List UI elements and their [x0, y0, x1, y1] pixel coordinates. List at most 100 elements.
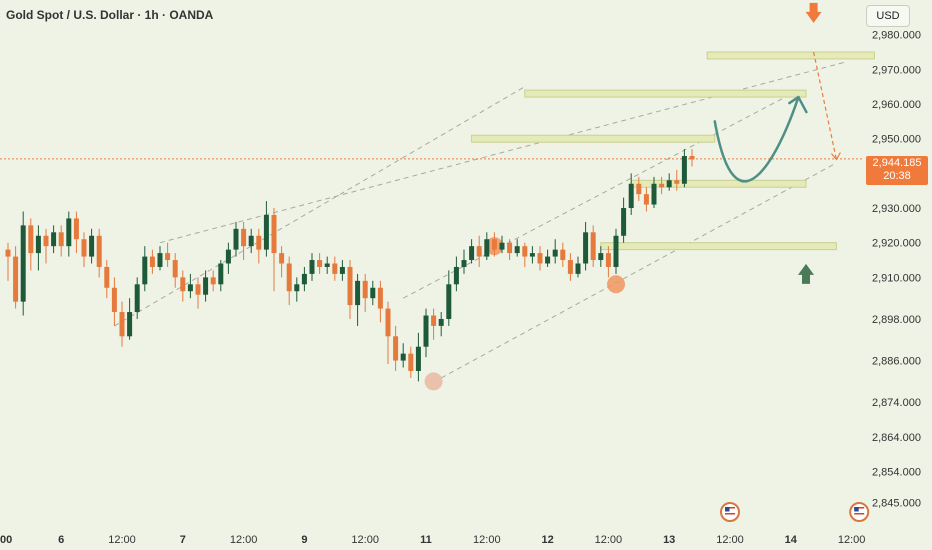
bear-candle — [149, 249, 155, 274]
bear-candle — [286, 256, 292, 306]
bear-candle — [43, 228, 49, 264]
bear-candle — [13, 246, 19, 309]
bull-candle — [545, 249, 551, 267]
candle-body — [469, 246, 475, 261]
time-tick-label: 7 — [180, 534, 186, 546]
bull-candle — [263, 201, 269, 257]
candle-body — [233, 228, 239, 250]
bull-candle — [415, 332, 421, 382]
bear-candle — [476, 235, 482, 267]
bear-candle — [279, 246, 285, 278]
bear-candle — [362, 273, 368, 313]
drawing-layer — [0, 51, 875, 391]
candle-body — [567, 260, 573, 274]
bull-candle — [400, 343, 406, 368]
candle-body — [28, 225, 34, 254]
symbol-title: Gold Spot / U.S. Dollar · 1h · OANDA — [6, 8, 214, 22]
flag-stripe — [725, 513, 735, 515]
candle-body — [13, 256, 19, 302]
time-axis[interactable]: 00 6 12:00 7 12:00 9 12:00 11 12:00 12 12:00 13 12:0… — [0, 534, 865, 546]
candle-body — [446, 284, 452, 319]
candle-body — [438, 318, 444, 326]
bear-candle — [73, 211, 79, 254]
bull-candle — [301, 266, 307, 292]
time-tick-label: 12:00 — [230, 534, 258, 546]
bear-candle — [119, 301, 125, 347]
candle-body — [583, 232, 589, 264]
price-tick-label: 2,898.000 — [872, 314, 921, 326]
candle-body — [301, 273, 307, 285]
bear-candle — [165, 242, 171, 267]
bear-candle — [507, 239, 513, 261]
candle-body — [408, 353, 414, 371]
currency-button[interactable]: USD — [866, 5, 910, 27]
price-tick-label: 2,920.000 — [872, 238, 921, 250]
candle-body — [575, 263, 581, 274]
bull-candle — [469, 239, 475, 264]
projection-curve — [713, 95, 800, 183]
bull-candle — [484, 232, 490, 261]
channel-line — [402, 89, 799, 299]
flag-canton — [725, 507, 730, 512]
price-tick-label: 2,970.000 — [872, 64, 921, 76]
overlay-annotations — [713, 2, 870, 522]
bull-candle — [499, 235, 505, 254]
us-flag-icon[interactable] — [720, 502, 740, 522]
candle-body — [210, 277, 216, 285]
candle-body — [195, 284, 201, 295]
candle-body — [628, 183, 634, 209]
bull-candle — [35, 225, 41, 271]
candle-body — [256, 235, 262, 250]
price-tick-label: 2,874.000 — [872, 397, 921, 409]
candle-body — [66, 218, 72, 247]
bear-candle — [431, 308, 437, 340]
candle-body — [324, 263, 330, 267]
bear-candle — [332, 256, 338, 281]
candle-body — [248, 235, 254, 247]
candle-body — [507, 242, 513, 254]
bull-candle — [20, 211, 26, 316]
candle-body — [545, 256, 551, 264]
price-axis[interactable]: 2,980.000 2,970.000 2,960.000 2,950.000 2,93… — [872, 30, 921, 510]
candle-body — [187, 284, 193, 292]
candle-body — [476, 246, 482, 257]
bear-candle — [537, 246, 543, 271]
flag-canton — [854, 507, 859, 512]
bear-candle — [385, 301, 391, 365]
time-tick-label: 12:00 — [351, 534, 379, 546]
candle-body — [666, 180, 672, 188]
candle-body — [157, 253, 163, 267]
bear-candle — [636, 176, 642, 202]
candle-body — [225, 249, 231, 264]
bull-candle — [529, 246, 535, 264]
price-tick-label: 2,845.000 — [872, 498, 921, 510]
time-tick-label: 11 — [420, 534, 432, 546]
candle-body — [431, 315, 437, 326]
bull-candle — [552, 239, 558, 264]
us-flag-icon[interactable] — [849, 502, 870, 522]
flag-ring — [720, 502, 740, 522]
candle-body — [590, 232, 596, 261]
bear-candle — [180, 270, 186, 302]
bear-candle — [195, 277, 201, 309]
channel-line — [114, 86, 526, 327]
candle-body — [317, 260, 323, 267]
candle-body — [415, 346, 421, 371]
up-arrow-icon — [798, 263, 814, 284]
bull-candle — [438, 312, 444, 337]
bear-candle — [28, 218, 34, 271]
candle-body — [605, 253, 611, 267]
candle-body — [203, 277, 209, 295]
bear-candle — [104, 260, 110, 299]
bull-candle — [355, 273, 361, 326]
bull-candle — [66, 211, 72, 257]
candle-body — [149, 256, 155, 267]
bear-candle — [5, 242, 11, 281]
time-tick-label: 12:00 — [716, 534, 744, 546]
candle-body — [104, 266, 110, 288]
candle-body — [35, 235, 41, 254]
bear-candle — [522, 242, 528, 267]
swing-high-marker — [607, 275, 625, 294]
candle-body — [461, 260, 467, 267]
